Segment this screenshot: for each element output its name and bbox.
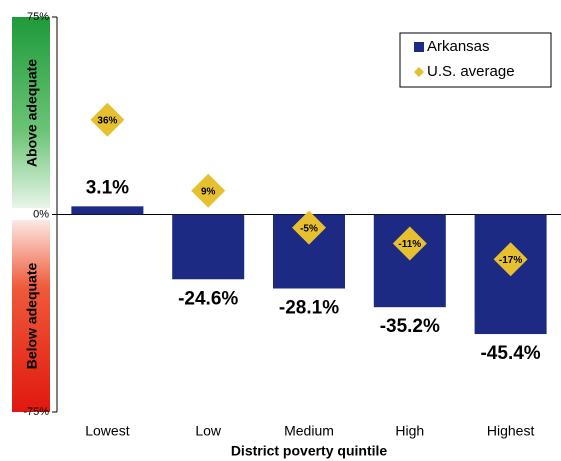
x-axis-title: District poverty quintile	[231, 443, 388, 459]
marker-label: -17%	[499, 255, 522, 266]
bar-value-label: 3.1%	[86, 177, 129, 198]
diamond-marker	[292, 210, 326, 245]
diamond-marker	[392, 226, 427, 261]
bar	[71, 206, 144, 215]
x-tick-label: Medium	[284, 423, 334, 439]
y-tick-label: 75%	[27, 11, 49, 23]
legend-label: Arkansas	[427, 38, 490, 55]
x-tick-label: Low	[195, 423, 222, 439]
marker-label: -11%	[398, 239, 421, 250]
bar-value-label: -35.2%	[380, 316, 440, 337]
marker-label: 36%	[97, 115, 117, 126]
diamond-marker	[90, 102, 125, 137]
bar-value-label: -24.6%	[178, 288, 238, 309]
bar-value-label: -28.1%	[279, 298, 339, 319]
x-tick-label: Highest	[487, 423, 535, 439]
y-tick-label: -75%	[23, 406, 49, 418]
bar-value-label: -45.4%	[480, 343, 540, 364]
below-band	[12, 220, 50, 412]
diamond-marker	[191, 173, 226, 208]
bar	[172, 214, 245, 280]
x-tick-label: High	[395, 423, 424, 439]
diamond-marker	[493, 242, 528, 277]
marker-label: -5%	[300, 223, 318, 234]
legend-marker	[414, 42, 424, 52]
band-label: Above adequate	[24, 59, 40, 167]
y-tick-label: 0%	[33, 208, 49, 220]
x-tick-label: Lowest	[85, 423, 129, 439]
legend-marker	[414, 67, 424, 77]
marker-label: 9%	[201, 186, 216, 197]
above-band	[12, 17, 50, 208]
legend-label: U.S. average	[427, 63, 515, 80]
band-label: Below adequate	[24, 263, 40, 370]
legend	[399, 32, 552, 88]
